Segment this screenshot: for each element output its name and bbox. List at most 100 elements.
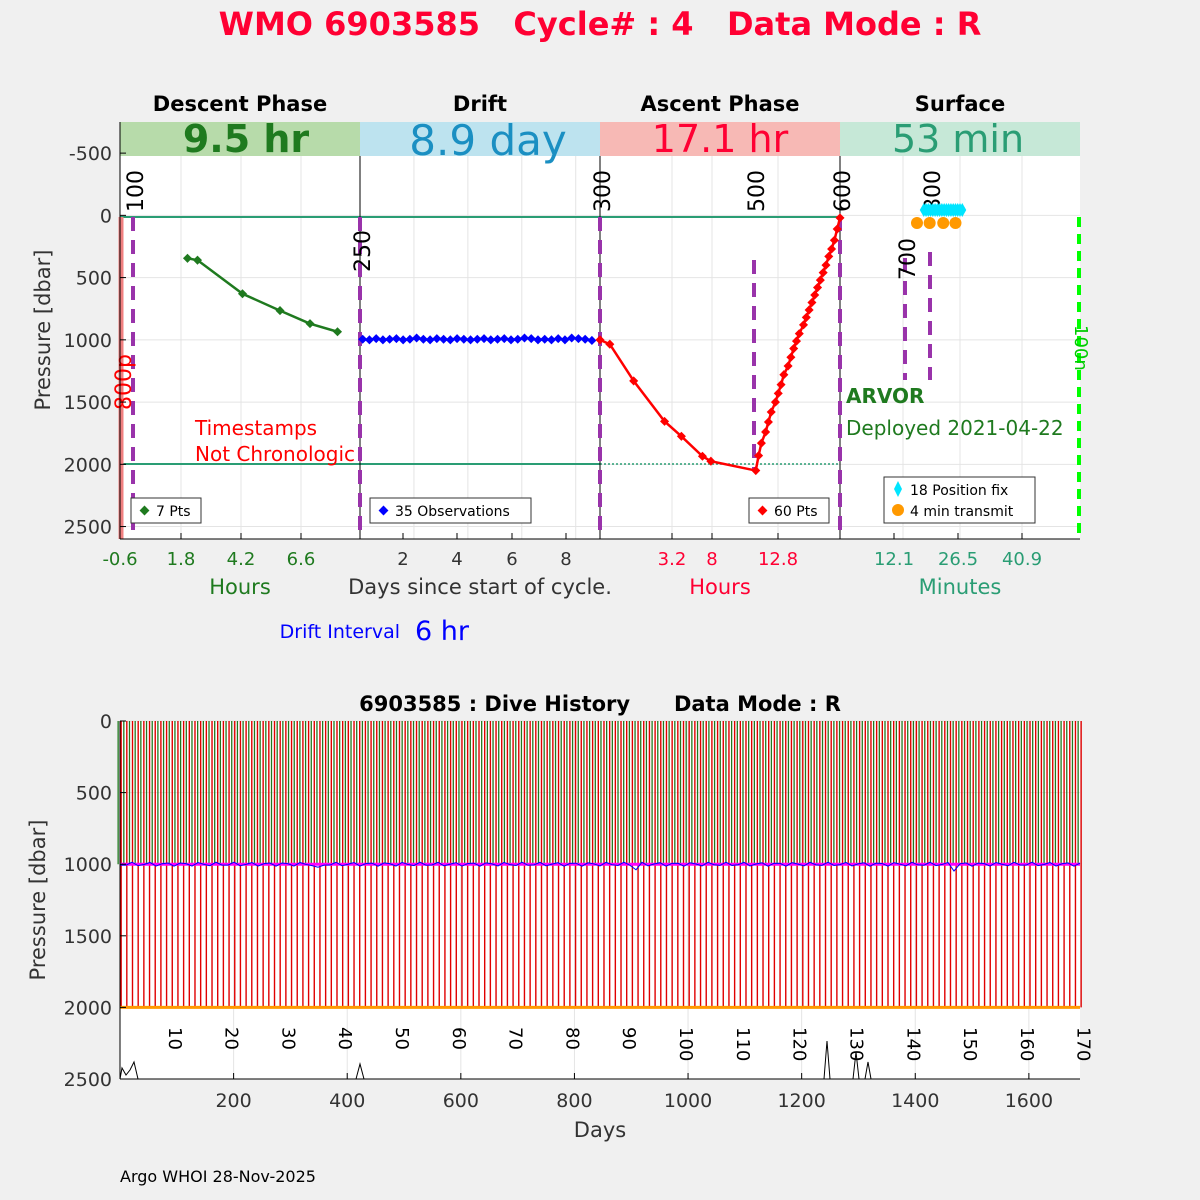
top-x-tick-label: 3.2 <box>658 549 687 570</box>
ascent-point <box>798 320 809 330</box>
bottom-y-tick-label: 0 <box>100 711 112 733</box>
bottom-y-label: Pressure [dbar] <box>26 820 50 981</box>
legend-transmit-label: 4 min transmit <box>910 504 1014 520</box>
bottom-panel: 10 20 30 40 50 60 70 80 90 100 110 120 130 140 150 160 1… <box>26 692 1094 1142</box>
marker-label-800p: 800p <box>112 354 137 410</box>
phase-duration-drift: 8.9 day <box>409 116 566 165</box>
descent-point <box>192 255 203 265</box>
legend-position-fix-marker <box>894 481 902 497</box>
top-y-tick-label: 1000 <box>64 330 112 352</box>
top-x-ticks: -0.6 1.8 4.2 6.6 2 4 6 8 3.2 8 12.8 12.1 26.5 40.9 <box>102 533 1042 570</box>
bottom-x-tick-label: 400 <box>329 1090 365 1112</box>
ascent-point <box>810 290 820 300</box>
top-y-tick-label: 1500 <box>64 392 112 414</box>
legend-transmit-marker <box>892 504 904 516</box>
ascent-point <box>807 297 817 308</box>
drift-interval-label: Drift Interval <box>280 621 400 643</box>
ascent-point <box>629 376 639 386</box>
ascent-point <box>827 244 837 254</box>
event-markers <box>131 217 932 539</box>
cycle-label: 30 <box>277 1027 298 1050</box>
top-y-tick-label: 2000 <box>64 454 112 476</box>
phase-name-descent: Descent Phase <box>153 92 327 116</box>
cycle-label: 70 <box>505 1027 526 1050</box>
bottom-x-ticks: 200 400 600 800 1000 1200 1400 1600 <box>215 1073 1053 1112</box>
figure-title: WMO 6903585 Cycle# : 4 Data Mode : R <box>219 5 982 43</box>
cycle-label: 110 <box>732 1027 753 1061</box>
ascent-point <box>770 397 780 407</box>
legend-drift: 35 Observations <box>369 497 532 524</box>
top-y-tick-label: 2500 <box>64 517 112 539</box>
bottom-x-tick-label: 1400 <box>891 1090 939 1112</box>
top-x-tick-label: 6 <box>506 549 517 570</box>
legend-drift-label: 35 Observations <box>395 504 510 520</box>
drift-point <box>546 335 556 345</box>
top-x-tick-label: 26.5 <box>938 549 978 570</box>
legend-ascent: 60 Pts <box>748 497 830 524</box>
dive-history-profiles <box>117 721 1082 1009</box>
top-y-tick-label: 0 <box>100 205 112 227</box>
bottom-x-tick-label: 1200 <box>777 1090 825 1112</box>
top-panel: Descent Phase Drift Ascent Phase Surface… <box>31 92 1091 647</box>
drift-point <box>567 333 577 343</box>
band-surface <box>840 122 1080 156</box>
bottom-title: 6903585 : Dive History Data Mode : R <box>359 692 841 716</box>
legend-ascent-label: 60 Pts <box>774 504 818 520</box>
history-drift-trace <box>119 861 1081 872</box>
ascent-point <box>697 451 707 461</box>
cycle-label: 130 <box>845 1027 866 1061</box>
top-y-ticks: -500 0 500 1000 1500 2000 2500 <box>64 143 126 539</box>
top-x-tick-label: -0.6 <box>102 549 137 570</box>
marker-label-250: 250 <box>351 230 376 272</box>
drift-point <box>533 335 543 345</box>
transmit-point <box>923 217 936 229</box>
cycle-label: 10 <box>164 1027 185 1050</box>
band-drift <box>360 122 600 156</box>
ascent-point <box>794 329 804 339</box>
marker-label-100: 100 <box>124 170 149 212</box>
cycle-label: 100 <box>675 1027 696 1061</box>
top-x-tick-label: 40.9 <box>1002 549 1042 570</box>
legend-ascent-marker <box>757 505 768 516</box>
band-ascent <box>600 122 840 156</box>
surface-series <box>910 203 967 229</box>
cycle-label: 80 <box>561 1027 582 1050</box>
cycle-label: 140 <box>902 1027 923 1061</box>
phase-duration-surface: 53 min <box>892 117 1024 161</box>
phase-name-drift: Drift <box>453 92 507 116</box>
bottom-y-tick-label: 500 <box>76 783 112 805</box>
cycle-label: 20 <box>221 1027 242 1050</box>
top-x-tick-label: 1.8 <box>167 549 196 570</box>
top-x-tick-label: 4 <box>451 549 462 570</box>
top-x-tick-label: 2 <box>397 549 408 570</box>
cycle-label: 40 <box>334 1027 355 1050</box>
phase-duration-descent: 9.5 hr <box>183 117 310 161</box>
position-fix-point <box>958 203 967 217</box>
ascent-point <box>761 427 771 437</box>
cycle-label: 170 <box>1073 1027 1094 1061</box>
warning-line-2: Not Chronologic <box>195 442 355 466</box>
top-x-tick-label: 6.6 <box>287 549 316 570</box>
phase-name-ascent: Ascent Phase <box>641 92 800 116</box>
legend-descent-marker <box>139 505 150 516</box>
legend-descent-label: 7 Pts <box>156 504 191 520</box>
legend-drift-marker <box>378 505 389 516</box>
bottom-y-tick-label: 2000 <box>64 997 112 1019</box>
bottom-x-tick-label: 1000 <box>664 1090 712 1112</box>
phase-name-surface: Surface <box>915 92 1005 116</box>
marker-label-700: 700 <box>896 238 921 280</box>
transmit-point <box>949 217 962 229</box>
transmit-point <box>937 217 950 229</box>
x-label-descent: Hours <box>209 575 271 599</box>
deployment-date: Deployed 2021-04-22 <box>846 416 1064 440</box>
cycle-label: 160 <box>1016 1027 1037 1061</box>
ascent-point <box>804 305 814 315</box>
top-x-tick-label: 4.2 <box>227 549 256 570</box>
ascent-point <box>801 312 811 322</box>
top-y-label: Pressure [dbar] <box>31 250 55 411</box>
ascent-point <box>660 416 670 426</box>
drift-point <box>573 334 583 344</box>
bottom-x-tick-label: 200 <box>215 1090 251 1112</box>
footer-credit: Argo WHOI 28-Nov-2025 <box>120 1167 316 1186</box>
drift-interval-value: 6 hr <box>415 616 470 647</box>
